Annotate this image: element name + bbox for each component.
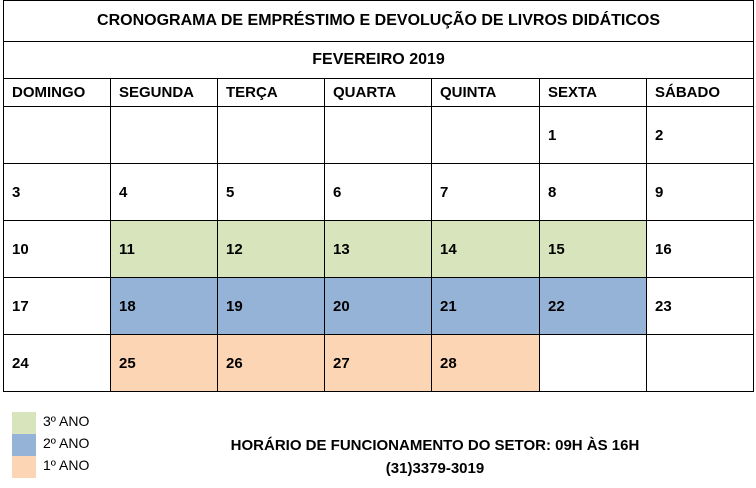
day-cell: 19 [217, 277, 325, 335]
weekday-header-4: QUINTA [431, 78, 540, 107]
day-cell: 6 [324, 163, 432, 221]
day-cell: 24 [3, 334, 111, 392]
day-cell: 20 [324, 277, 432, 335]
legend-swatch [12, 434, 36, 456]
day-cell: 11 [110, 220, 218, 278]
day-cell: 10 [3, 220, 111, 278]
legend-swatch [12, 456, 36, 478]
day-cell: 18 [110, 277, 218, 335]
week-row: 24 25 26 27 28 [3, 334, 755, 392]
day-cell: 7 [431, 163, 540, 221]
day-cell [324, 106, 432, 164]
document-title: CRONOGRAMA DE EMPRÉSTIMO E DEVOLUÇÃO DE … [2, 0, 755, 42]
legend-item: 3º ANO [12, 410, 132, 434]
day-cell: 17 [3, 277, 111, 335]
day-cell [3, 106, 111, 164]
month-title: FEVEREIRO 2019 [2, 41, 755, 79]
day-cell: 16 [645, 220, 755, 278]
weekday-header-0: DOMINGO [3, 78, 111, 107]
legend-label: 2º ANO [43, 435, 90, 451]
day-cell: 4 [110, 163, 218, 221]
day-cell: 12 [217, 220, 325, 278]
weekday-header-6: SÁBADO [646, 78, 755, 107]
phone-number-text: (31)3379-3019 [385, 460, 485, 477]
week-row: 10 11 12 13 14 15 16 [3, 220, 755, 278]
day-cell: 8 [539, 163, 647, 221]
day-cell: 25 [110, 334, 218, 392]
weekday-header-1: SEGUNDA [110, 78, 218, 107]
legend: 3º ANO 2º ANO 1º ANO [12, 410, 132, 478]
weekday-header-5: SEXTA [539, 78, 647, 107]
legend-label: 1º ANO [43, 457, 90, 473]
day-cell: 5 [217, 163, 325, 221]
day-cell: 28 [431, 334, 540, 392]
day-cell [217, 106, 325, 164]
day-cell: 3 [3, 163, 111, 221]
day-cell: 1 [539, 106, 647, 164]
calendar-table: CRONOGRAMA DE EMPRÉSTIMO E DEVOLUÇÃO DE … [2, 0, 755, 392]
legend-swatch [12, 412, 36, 434]
day-cell: 26 [217, 334, 325, 392]
day-cell [431, 106, 540, 164]
day-cell: 22 [539, 277, 647, 335]
day-cell: 9 [645, 163, 755, 221]
weekday-header-2: TERÇA [217, 78, 325, 107]
legend-item: 2º ANO [12, 432, 132, 456]
day-cell: 21 [431, 277, 540, 335]
legend-label: 3º ANO [43, 413, 90, 429]
day-cell [110, 106, 218, 164]
week-row: 17 18 19 20 21 22 23 [3, 277, 755, 335]
day-cell [645, 334, 755, 392]
day-cell: 14 [431, 220, 540, 278]
weekday-header-3: QUARTA [324, 78, 432, 107]
day-cell: 15 [539, 220, 647, 278]
day-cell: 2 [645, 106, 755, 164]
weekday-header-row: DOMINGO SEGUNDA TERÇA QUARTA QUINTA SEXTA SÁBA… [3, 78, 755, 107]
day-cell: 27 [324, 334, 432, 392]
day-cell [539, 334, 647, 392]
legend-item: 1º ANO [12, 454, 132, 478]
office-hours-text: HORÁRIO DE FUNCIONAMENTO DO SETOR: 09H À… [230, 437, 640, 454]
day-cell: 13 [324, 220, 432, 278]
day-cell: 23 [645, 277, 755, 335]
